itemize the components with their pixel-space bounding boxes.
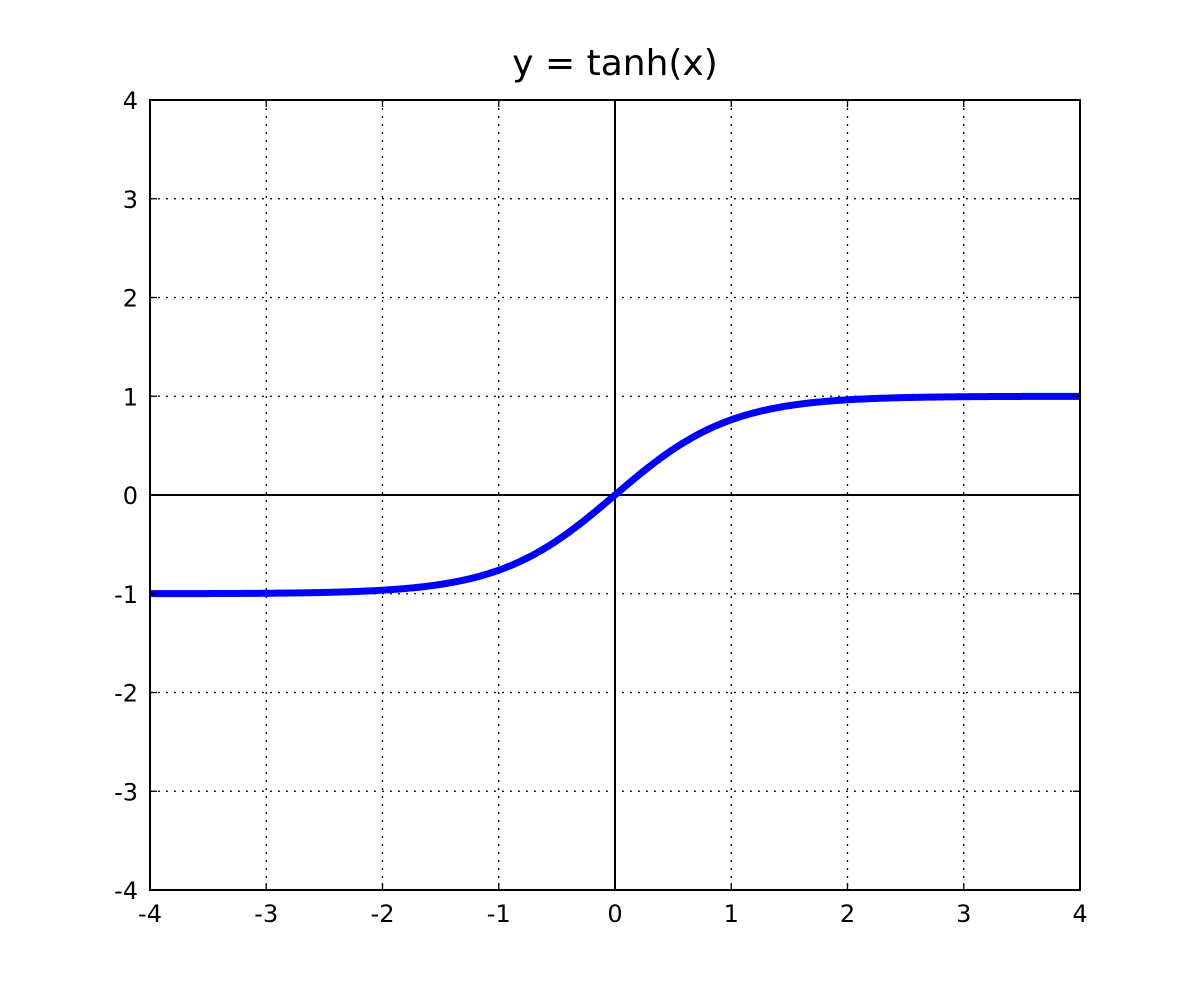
x-tick-label: -4	[138, 900, 162, 928]
y-tick-label: 1	[123, 383, 138, 411]
y-tick-label: -4	[114, 877, 138, 905]
x-tick-label: -1	[487, 900, 511, 928]
y-tick-label: -3	[114, 778, 138, 806]
y-tick-label: 2	[123, 285, 138, 313]
series-layer	[148, 392, 1082, 598]
y-tick-labels: -4 -3 -2 -1 0 1 2 3 4	[114, 87, 138, 905]
x-tick-label: -2	[371, 900, 395, 928]
y-tick-label: 3	[123, 186, 138, 214]
y-tick-label: 4	[123, 87, 138, 115]
y-tick-label: 0	[123, 482, 138, 510]
tick-marks	[150, 100, 1080, 890]
series-line-1	[148, 392, 1082, 598]
y-tick-label: -2	[114, 680, 138, 708]
x-tick-label: -3	[254, 900, 278, 928]
chart-title: y = tanh(x)	[512, 43, 718, 84]
plot-frame	[149, 99, 1081, 891]
x-tick-labels: -4 -3 -2 -1 0 1 2 3 4	[138, 900, 1088, 928]
x-tick-label: 0	[607, 900, 622, 928]
x-tick-label: 1	[724, 900, 739, 928]
y-tick-label: -1	[114, 581, 138, 609]
x-tick-label: 4	[1072, 900, 1087, 928]
x-tick-label: 2	[840, 900, 855, 928]
x-tick-label: 3	[956, 900, 971, 928]
